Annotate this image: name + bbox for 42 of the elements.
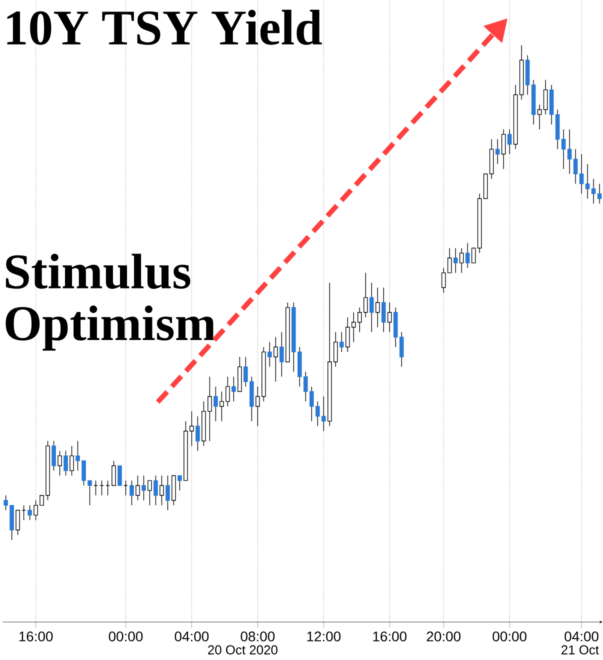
x-tick-label: 16:00 <box>20 632 53 642</box>
candlestick <box>376 287 380 328</box>
annotation: Stimulus Optimism <box>6 254 216 351</box>
candlestick <box>592 178 596 204</box>
candlestick <box>58 450 62 476</box>
candlestick <box>466 242 470 268</box>
candlestick <box>448 248 452 274</box>
x-tick-label: 08:00 <box>240 632 275 642</box>
x-tick-label: 00:00 <box>108 632 143 642</box>
x-tick-label: 20:00 <box>427 632 461 642</box>
candlestick <box>160 475 164 506</box>
candlestick <box>388 302 392 333</box>
candlestick <box>562 129 566 170</box>
candlestick <box>118 465 122 486</box>
candlestick <box>496 138 500 164</box>
candlestick <box>16 510 20 536</box>
candlestick <box>502 129 506 170</box>
candlestick <box>70 446 74 476</box>
candlestick <box>580 154 584 194</box>
x-tick-label: 12:00 <box>307 632 341 642</box>
candlestick <box>112 460 116 486</box>
candlestick <box>598 183 602 204</box>
candlestick <box>136 475 140 501</box>
chart-title: 10Y TSY Yield <box>7 10 322 45</box>
candlestick <box>148 480 152 506</box>
candlestick <box>442 268 446 293</box>
candlestick <box>460 248 464 274</box>
candlestick <box>574 148 578 184</box>
x-tick-label: 00:00 <box>492 632 527 642</box>
candlestick <box>538 104 542 130</box>
candlestick <box>454 248 458 274</box>
text: 20 Oct 2020 <box>208 645 278 654</box>
candlestick <box>568 129 572 174</box>
x-tick-label: 04:00 <box>174 632 209 642</box>
candlestick <box>472 248 476 264</box>
candlestick <box>508 129 512 154</box>
x-tick-label: 16:00 <box>373 632 407 642</box>
candlestick <box>586 164 590 199</box>
candlestick <box>274 336 278 382</box>
x-tick-label: 04:00 <box>564 632 599 642</box>
text: 21 Oct <box>562 645 600 654</box>
candlestick <box>544 80 548 115</box>
